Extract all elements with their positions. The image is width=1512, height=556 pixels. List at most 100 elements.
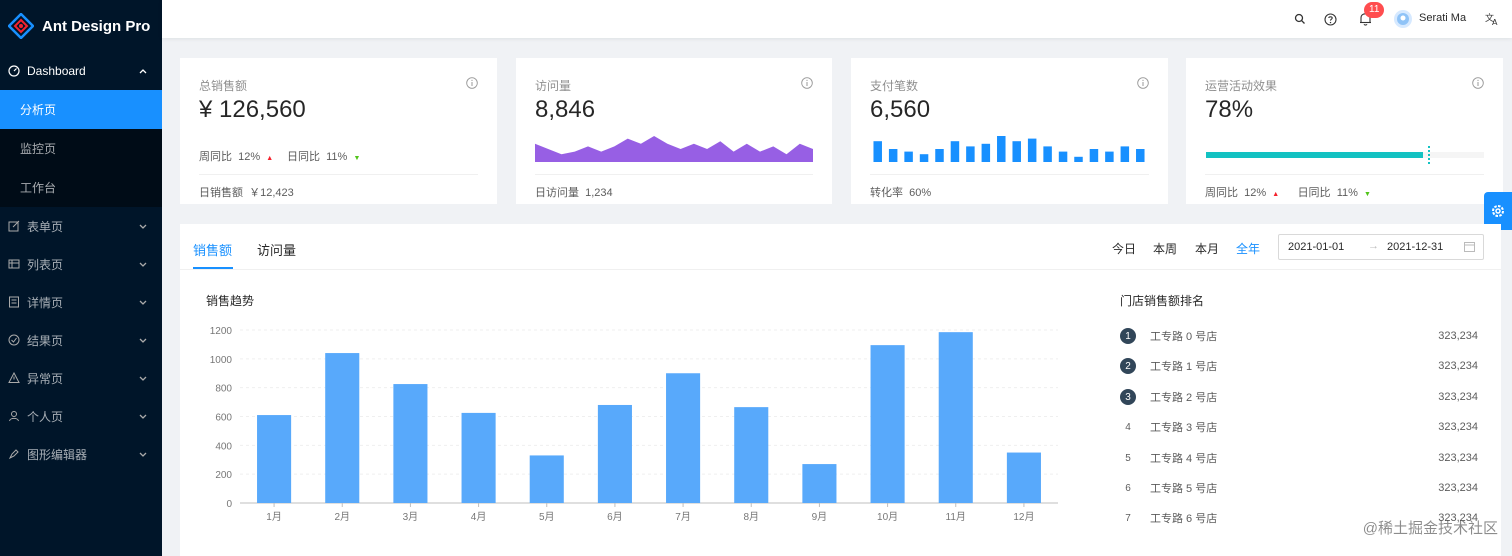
x-tick-label: 9月 (812, 511, 828, 523)
operations-card: 运营活动效果 78% 周同比 12% ▲ 日同比 11% ▼ (1186, 58, 1503, 204)
x-tick-label: 3月 (403, 511, 419, 523)
rank-number: 4 (1125, 421, 1131, 433)
sidebar-item-editor[interactable]: 图形编辑器 (0, 435, 162, 473)
question-icon[interactable] (1322, 11, 1338, 27)
sidebar-item-label: 异常页 (27, 371, 64, 386)
day-label: 日同比 (1297, 187, 1331, 199)
list-item: 2 工专路 1 号店 323,234 (1120, 356, 1478, 376)
rank-number: 3 (1120, 389, 1136, 405)
logo[interactable]: Ant Design Pro (0, 0, 162, 52)
visits-area-chart (535, 135, 813, 162)
bar (1074, 156, 1083, 162)
tab-sales[interactable]: 销售额 (193, 243, 233, 258)
footer-value: ￥12,423 (249, 187, 294, 199)
sidebar-item-workplace[interactable]: 工作台 (20, 181, 57, 195)
sidebar: Ant Design Pro Dashboard 分析页 监控页 工作台 表单页… (0, 0, 162, 556)
info-icon[interactable] (466, 77, 478, 89)
sidebar-item-form[interactable]: 表单页 (0, 207, 162, 245)
day-label: 日同比 (287, 151, 320, 163)
store-name: 工专路 0 号店 (1150, 331, 1218, 343)
chevron-down-icon (139, 224, 147, 229)
bar (1012, 141, 1021, 162)
search-icon[interactable] (1292, 11, 1308, 27)
user-name[interactable]: Serati Ma (1419, 12, 1467, 24)
avatar[interactable] (1394, 10, 1412, 28)
bar (1120, 146, 1130, 162)
sidebar-item-label: 个人页 (27, 409, 64, 424)
bar (734, 407, 769, 503)
store-name: 工专路 6 号店 (1150, 513, 1218, 525)
chevron-down-icon (139, 376, 147, 381)
bar (997, 136, 1006, 162)
y-tick-label: 400 (215, 441, 232, 452)
date-range-picker[interactable]: 2021-01-01 → 2021-12-31 (1278, 234, 1484, 260)
store-sales-value: 323,234 (1438, 330, 1478, 342)
week-value: 12% (1244, 187, 1267, 199)
card-footer: 转化率 60% (870, 174, 1149, 200)
x-tick-label: 12月 (1013, 511, 1034, 523)
period-today[interactable]: 今日 (1112, 242, 1137, 256)
gear-icon (1492, 205, 1504, 217)
store-sales-value: 323,234 (1438, 360, 1478, 372)
store-sales-value: 323,234 (1438, 452, 1478, 464)
footer-label: 日销售额 (199, 187, 243, 199)
sidebar-item-dashboard[interactable]: Dashboard (0, 52, 162, 90)
visits-value: 8,846 (535, 96, 596, 123)
store-sales-value: 323,234 (1438, 482, 1478, 494)
progress-target-marker (1428, 146, 1431, 164)
bar (257, 415, 292, 503)
bar (1089, 149, 1099, 162)
sidebar-item-exception[interactable]: 异常页 (0, 359, 162, 397)
tab-visits[interactable]: 访问量 (257, 243, 297, 258)
week-trend: 周同比 12% ▲ (199, 148, 273, 164)
period-month[interactable]: 本月 (1195, 242, 1220, 256)
footer-value: 60% (909, 187, 932, 199)
sidebar-item-list[interactable]: 列表页 (0, 245, 162, 283)
settings-drawer-handle[interactable] (1484, 192, 1512, 230)
sidebar-item-monitor[interactable]: 监控页 (20, 142, 57, 156)
y-tick-label: 1200 (210, 326, 233, 337)
bar (935, 149, 944, 162)
sidebar-item-profile[interactable]: 详情页 (0, 283, 162, 321)
ranking-title: 门店销售额排名 (1120, 294, 1205, 308)
profile-icon (9, 296, 19, 308)
bar (966, 146, 975, 162)
sidebar-item-analysis[interactable]: 分析页 (0, 90, 162, 129)
info-icon[interactable] (801, 77, 813, 89)
store-name: 工专路 1 号店 (1150, 361, 1218, 373)
info-icon[interactable] (1472, 77, 1484, 89)
date-start-input[interactable]: 2021-01-01 (1288, 241, 1345, 253)
tab-divider (180, 269, 1501, 270)
x-tick-label: 1月 (266, 511, 282, 523)
card-title: 支付笔数 (870, 79, 919, 93)
y-tick-label: 1000 (210, 355, 233, 366)
footer-value: 1,234 (585, 187, 613, 199)
sidebar-item-result[interactable]: 结果页 (0, 321, 162, 359)
day-value: 11% (326, 151, 348, 163)
rank-number: 6 (1125, 482, 1131, 494)
date-end-input[interactable]: 2021-12-31 (1387, 241, 1444, 253)
sidebar-item-account[interactable]: 个人页 (0, 397, 162, 435)
rank-number: 7 (1125, 512, 1131, 524)
x-tick-label: 6月 (607, 511, 623, 523)
bar (870, 345, 905, 503)
bar (938, 332, 973, 503)
payments-card: 支付笔数 6,560 转化率 60% (851, 58, 1168, 204)
payments-bar-chart (873, 136, 1145, 162)
period-week[interactable]: 本周 (1153, 242, 1178, 256)
ant-logo-icon (8, 13, 34, 39)
sidebar-item-label: Dashboard (27, 64, 86, 78)
period-year[interactable]: 全年 (1236, 242, 1261, 256)
bar (393, 384, 428, 503)
chevron-down-icon (139, 414, 147, 419)
bar (802, 464, 837, 503)
info-icon[interactable] (1137, 77, 1149, 89)
chevron-up-icon (139, 69, 147, 74)
y-tick-label: 800 (215, 384, 232, 395)
card-title: 访问量 (535, 79, 572, 93)
sidebar-item-label: 列表页 (27, 257, 64, 272)
bar (904, 151, 913, 162)
card-footer: 日销售额 ￥12,423 (199, 174, 478, 200)
dashboard-submenu: 分析页 监控页 工作台 (0, 90, 162, 207)
